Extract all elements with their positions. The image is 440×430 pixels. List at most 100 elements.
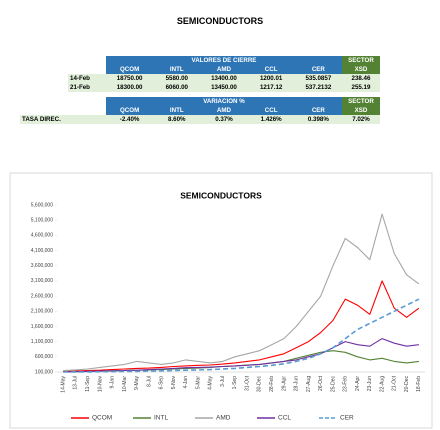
x-tick-label: 5-Nov	[171, 376, 177, 390]
x-tick-label: 10-Mar	[122, 376, 128, 392]
cell: 537.2132	[294, 83, 342, 92]
cell: 13450.00	[200, 83, 248, 92]
x-tick-label: 5-Mar	[195, 376, 201, 389]
column-header: INTL	[153, 106, 201, 115]
data-row: TASA DIREC. -2.40% 8.60% 0.37% 1.426% 0.398% 7…	[20, 115, 380, 124]
cell: 5580.00	[153, 74, 201, 83]
x-tick-label: 3-Jul	[220, 376, 226, 387]
column-header: CCL	[247, 106, 295, 115]
legend-label: QCOM	[92, 415, 112, 422]
sector-header: SECTOR	[341, 56, 380, 65]
x-tick-label: 23-Feb	[343, 376, 349, 392]
x-tick-label: 14-May	[60, 376, 66, 393]
x-tick-label: 25-Dec	[330, 376, 336, 393]
y-tick-label: 4,600,000	[31, 233, 53, 239]
y-tick-label: 1,600,000	[31, 324, 53, 330]
x-tick-label: 21-Oct	[392, 375, 398, 391]
y-tick-label: 5,600,000	[31, 202, 53, 208]
x-tick-label: 9-Jan	[110, 376, 116, 389]
column-header: QCOM	[106, 106, 154, 115]
cell: 6060.00	[153, 83, 201, 92]
cell: 7.02%	[341, 115, 380, 124]
cell: 0.398%	[294, 115, 342, 124]
x-tick-label: 1-Sep	[232, 376, 238, 390]
x-tick-label: 18-Feb	[416, 376, 422, 392]
column-header: INTL	[153, 65, 201, 74]
legend-label: CER	[340, 415, 354, 422]
column-header: CER	[294, 106, 342, 115]
closing-table: VALORES DE CIERRE SECTOR QCOM INTL AMD CCL CER…	[68, 56, 380, 92]
group-header: VALORES DE CIERRE	[106, 56, 342, 65]
series-line	[63, 298, 420, 373]
x-tick-label: 9-May	[134, 376, 140, 390]
cell: 238.46	[341, 74, 380, 83]
header-row: VALORES DE CIERRE SECTOR	[68, 56, 380, 65]
x-tick-label: 11-Sep	[85, 376, 91, 392]
chart-frame	[9, 172, 433, 429]
legend-label: CCL	[278, 415, 291, 422]
column-header: CCL	[247, 65, 295, 74]
x-tick-label: 28-Jun	[294, 376, 300, 392]
series-line	[63, 213, 420, 372]
cell: 1200.01	[247, 74, 295, 83]
column-header: AMD	[200, 65, 248, 74]
x-tick-label: 20-Dec	[404, 376, 410, 393]
cell: 1.426%	[247, 115, 295, 124]
x-tick-label: 4-Jan	[183, 376, 189, 389]
x-tick-label: 4-May	[208, 376, 214, 390]
page-title: SEMICONDUCTORS	[176, 16, 264, 26]
column-header: CER	[294, 65, 342, 74]
cell: 18300.00	[106, 83, 154, 92]
x-tick-label: 28-Feb	[269, 376, 275, 392]
y-tick-label: 2,100,000	[31, 309, 53, 315]
y-tick-label: 600,000	[35, 354, 53, 360]
x-tick-label: 24-Apr	[355, 376, 361, 391]
group-header: VARIACION %	[106, 97, 342, 106]
column-header: XSD	[341, 106, 380, 115]
x-tick-label: 31-Oct	[244, 375, 250, 391]
series-line	[63, 338, 419, 373]
y-tick-label: 4,100,000	[31, 248, 53, 254]
y-tick-label: 3,100,000	[31, 278, 53, 284]
column-header-row: QCOM INTL AMD CCL CER XSD	[68, 65, 380, 74]
y-tick-label: 1,100,000	[31, 339, 53, 345]
column-header: AMD	[200, 106, 248, 115]
variation-table: VARIACION % SECTOR QCOM INTL AMD CCL CER XSD TAS…	[20, 97, 380, 124]
row-label: 14-Feb	[68, 74, 106, 83]
column-header-row: QCOM INTL AMD CCL CER XSD	[20, 106, 380, 115]
x-tick-label: 30-Dec	[257, 376, 263, 393]
x-tick-label: 8-Jul	[146, 376, 152, 387]
cell: 1217.12	[247, 83, 295, 92]
x-tick-label: 13-Jul	[73, 376, 79, 390]
series-line	[63, 280, 420, 372]
cell: 535.0857	[294, 74, 342, 83]
cell: -2.40%	[106, 115, 154, 124]
x-tick-label: 27-Aug	[306, 376, 312, 392]
x-tick-label: 29-Apr	[281, 376, 287, 391]
x-tick-label: 26-Oct	[318, 375, 324, 391]
legend-label: AMD	[216, 415, 231, 422]
cell: 0.37%	[200, 115, 248, 124]
cell: 13400.00	[200, 74, 248, 83]
x-tick-label: 23-Jun	[367, 376, 373, 392]
y-tick-label: 3,600,000	[31, 263, 53, 269]
cell: 255.19	[341, 83, 380, 92]
header-row: VARIACION % SECTOR	[20, 97, 380, 106]
x-tick-label: 22-Aug	[379, 376, 385, 392]
row-label: TASA DIREC.	[20, 115, 106, 124]
y-tick-label: 5,100,000	[31, 218, 53, 224]
y-tick-label: 100,000	[35, 369, 53, 375]
row-label: 21-Feb	[68, 83, 106, 92]
data-row: 14-Feb 18750.00 5580.00 13400.00 1200.01 535.…	[68, 74, 380, 83]
cell: 8.60%	[153, 115, 201, 124]
column-header: XSD	[341, 65, 380, 74]
column-header: QCOM	[106, 65, 154, 74]
y-tick-label: 2,600,000	[31, 293, 53, 299]
legend-label: INTL	[154, 415, 168, 422]
sector-header: SECTOR	[341, 97, 380, 106]
x-tick-label: 10-Nov	[97, 376, 103, 393]
x-tick-label: 6-Sep	[159, 376, 165, 390]
cell: 18750.00	[106, 74, 154, 83]
